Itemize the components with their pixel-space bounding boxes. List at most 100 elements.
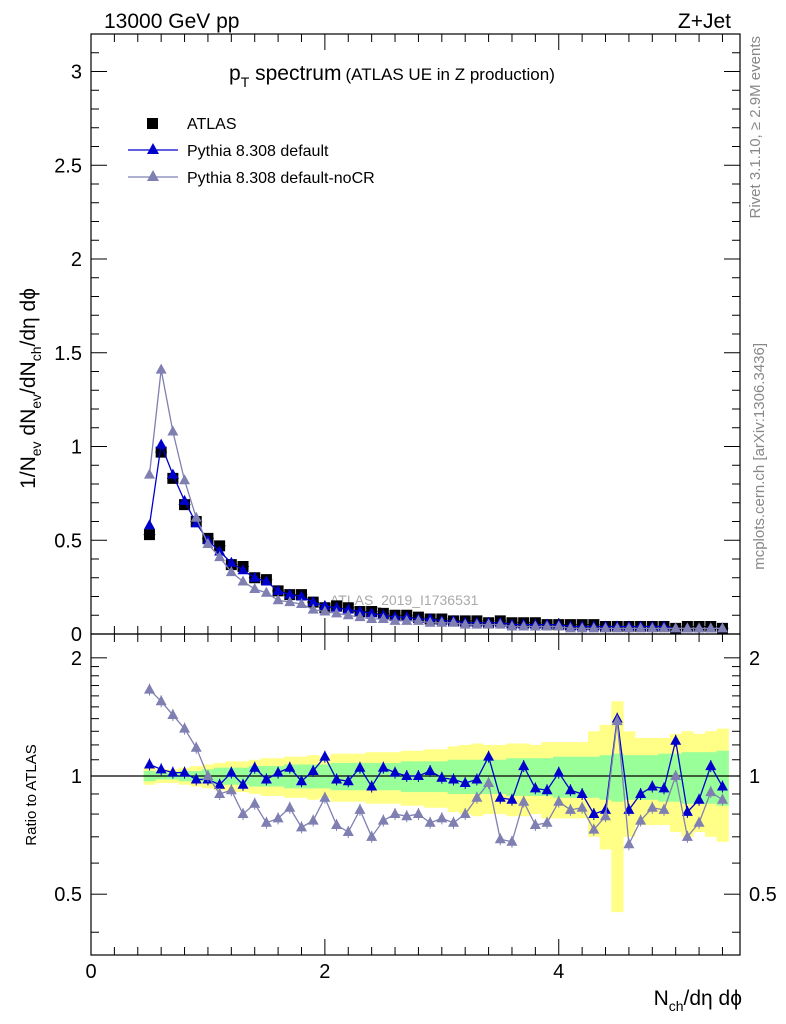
point-pythia_nocr <box>319 605 331 616</box>
ratio-point-pythia_default <box>354 761 366 772</box>
point-pythia_nocr <box>658 622 670 633</box>
ratio-point-pythia_default <box>389 766 401 777</box>
point-pythia_nocr <box>307 603 319 614</box>
ratio-point-pythia_default <box>237 778 249 789</box>
point-pythia_default <box>354 605 366 616</box>
atlas-point <box>143 529 155 541</box>
main-ytick-label: 2 <box>71 249 82 271</box>
ratio-point-pythia_nocr <box>646 801 658 812</box>
main-ytick-label: 2.5 <box>54 155 82 177</box>
atlas-point <box>155 446 167 458</box>
ratio-ytick-label-right: 2 <box>749 648 760 670</box>
point-pythia_default <box>331 601 343 612</box>
ratio-point-pythia_default <box>190 773 202 784</box>
band-inner <box>634 755 647 800</box>
point-pythia_nocr <box>518 620 530 631</box>
point-pythia_nocr <box>588 622 600 633</box>
point-pythia_nocr <box>670 622 682 633</box>
ratio-point-pythia_nocr <box>155 695 167 706</box>
ratio-point-pythia_nocr <box>705 786 717 797</box>
ratio-point-pythia_default <box>448 773 460 784</box>
ratio-point-pythia_nocr <box>716 793 728 804</box>
ratio-point-pythia_nocr <box>237 808 249 819</box>
ratio-point-pythia_nocr <box>366 830 378 841</box>
ratio-point-pythia_default <box>272 766 284 777</box>
mcplots-label: mcplots.cern.ch [arXiv:1306.3436] <box>751 343 768 570</box>
point-pythia_nocr <box>401 614 413 625</box>
ratio-point-pythia_default <box>600 803 612 814</box>
point-pythia_nocr <box>506 620 518 631</box>
ratio-point-pythia_nocr <box>272 812 284 823</box>
ratio-point-pythia_default <box>214 778 226 789</box>
main-ytick-label: 3 <box>71 62 82 84</box>
point-pythia_nocr <box>167 425 179 436</box>
band-inner <box>704 752 718 804</box>
ratio-point-pythia_nocr <box>611 715 623 726</box>
point-pythia_nocr <box>705 622 717 633</box>
ratio-point-pythia_default <box>658 782 670 793</box>
ratio-point-pythia_default <box>167 766 179 777</box>
ratio-point-pythia_default <box>424 764 436 775</box>
ratio-point-pythia_default <box>284 761 296 772</box>
point-pythia_nocr <box>295 598 307 608</box>
point-pythia_nocr <box>471 618 483 629</box>
ratio-point-pythia_nocr <box>623 838 635 849</box>
ratio-point-pythia_nocr <box>295 821 307 832</box>
point-pythia_nocr <box>412 614 424 625</box>
point-pythia_nocr <box>459 618 471 629</box>
point-pythia_default <box>167 468 179 479</box>
ratio-point-pythia_default <box>705 760 717 771</box>
band-inner <box>587 756 601 798</box>
point-pythia_nocr <box>249 583 261 593</box>
ratio-point-pythia_default <box>518 760 530 771</box>
point-pythia_nocr <box>541 620 553 631</box>
band-inner <box>681 752 694 804</box>
ratio-point-pythia_default <box>541 784 553 795</box>
ratio-point-pythia_default <box>295 775 307 786</box>
ratio-ytick-label: 2 <box>71 648 82 670</box>
ratio-point-pythia_nocr <box>284 801 296 812</box>
ratio-ytick-label: 0.5 <box>54 884 82 906</box>
point-pythia_default <box>155 438 167 449</box>
ratio-point-pythia_nocr <box>693 816 705 827</box>
ratio-point-pythia_nocr <box>483 776 495 787</box>
ratio-point-pythia_nocr <box>494 833 506 844</box>
ratio-point-pythia_nocr <box>471 791 483 802</box>
point-pythia_nocr <box>284 596 296 607</box>
point-pythia_default <box>272 584 284 595</box>
band-inner <box>494 759 507 794</box>
ratio-point-pythia_default <box>412 770 424 781</box>
point-pythia_nocr <box>143 468 155 479</box>
ratio-point-pythia_nocr <box>179 722 191 733</box>
ratio-point-pythia_nocr <box>529 819 541 830</box>
point-pythia_default <box>225 556 237 567</box>
header-right: Z+Jet <box>678 10 731 33</box>
point-pythia_nocr <box>646 622 658 633</box>
legend-item-pythia-default: Pythia 8.308 default <box>128 143 329 160</box>
watermark: ATLAS_2019_I1736531 <box>330 592 479 608</box>
point-pythia_default <box>284 588 296 599</box>
ratio-point-pythia_nocr <box>389 808 401 819</box>
point-pythia_default <box>260 575 272 586</box>
legend-label-atlas: ATLAS <box>187 116 237 133</box>
ratio-point-pythia_default <box>716 780 728 791</box>
ratio-point-pythia_nocr <box>190 741 202 752</box>
legend-marker-atlas <box>147 118 158 129</box>
point-pythia_nocr <box>260 586 272 597</box>
ratio-point-pythia_default <box>377 761 389 772</box>
ratio-point-pythia_nocr <box>635 814 647 825</box>
point-pythia_nocr <box>272 594 284 605</box>
point-pythia_nocr <box>576 622 588 633</box>
point-pythia_default <box>214 545 226 556</box>
point-pythia_default <box>249 571 261 582</box>
point-pythia_nocr <box>600 622 612 633</box>
ratio-point-pythia_default <box>319 750 331 761</box>
ratio-point-pythia_default <box>576 787 588 798</box>
point-pythia_default <box>307 596 319 607</box>
ratio-point-pythia_default <box>366 780 378 791</box>
band-inner <box>529 758 542 796</box>
point-pythia_nocr <box>564 622 576 633</box>
ratio-point-pythia_nocr <box>448 816 460 827</box>
ratio-point-pythia_nocr <box>459 808 471 819</box>
ratio-point-pythia_default <box>307 764 319 775</box>
